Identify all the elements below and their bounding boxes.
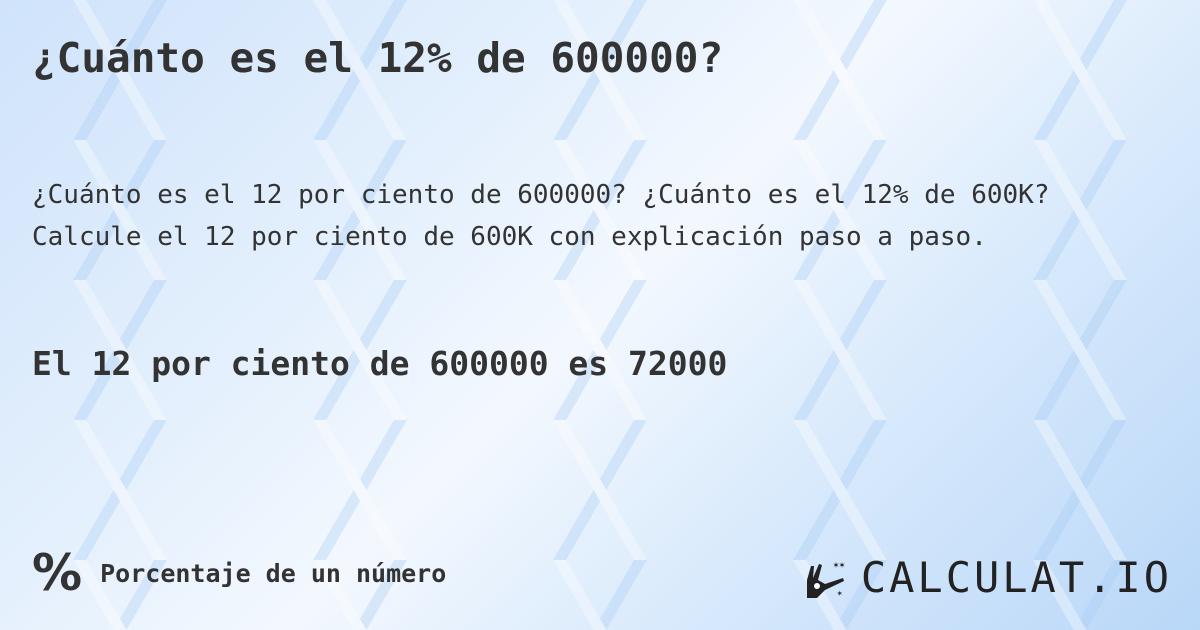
svg-text:✶✶: ✶✶ (833, 560, 845, 571)
description: ¿Cuánto es el 12 por ciento de 600000? ¿… (32, 180, 1050, 252)
answer: El 12 por ciento de 600000 es 72000 (32, 344, 728, 383)
percent-icon: % (32, 544, 83, 602)
svg-text:✶: ✶ (837, 589, 843, 599)
logo: ✶✶ ✶ CALCULAT.IO (803, 553, 1172, 602)
logo-text: CALCULAT.IO (860, 553, 1172, 602)
magic-hand-icon: ✶✶ ✶ (806, 560, 845, 599)
page-title: ¿Cuánto es el 12% de 600000? (32, 34, 724, 82)
category-footer: % Porcentaje de un número (32, 548, 446, 598)
category-label: Porcentaje de un número (100, 558, 447, 588)
